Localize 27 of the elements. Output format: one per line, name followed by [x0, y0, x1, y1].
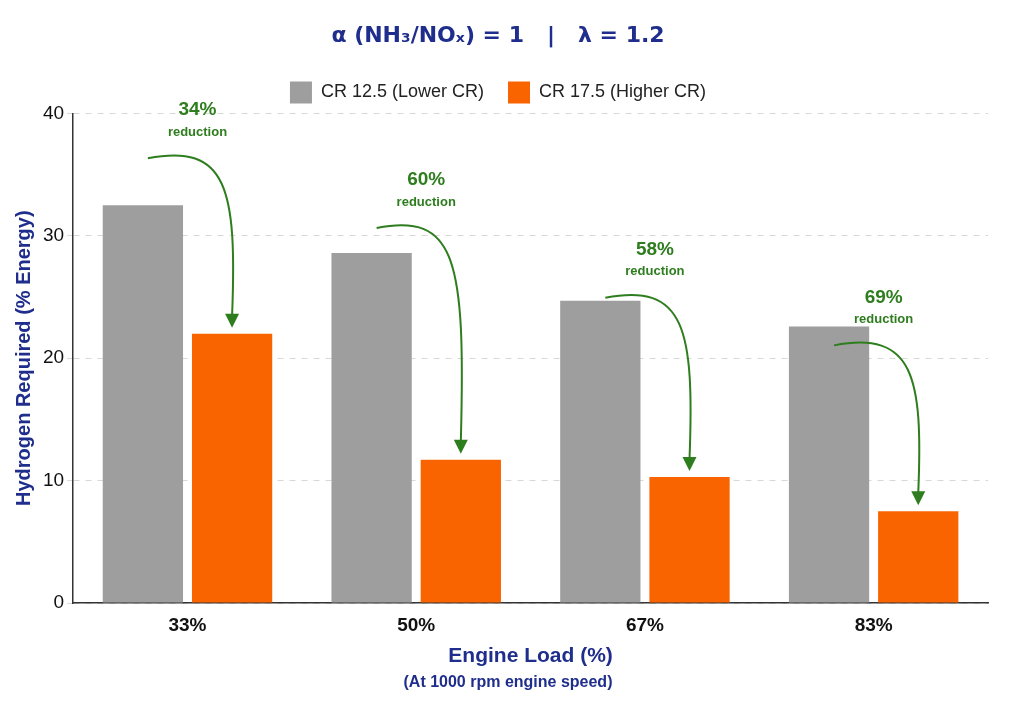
y-tick-label: 0 — [53, 591, 65, 613]
y-tick-label: 10 — [42, 468, 65, 490]
x-tick-label: 50% — [397, 613, 436, 635]
y-tick-label: 40 — [42, 101, 65, 123]
legend-label: CR 12.5 (Lower CR) — [320, 81, 484, 102]
annotation: 60% reduction — [396, 168, 456, 209]
bar — [191, 333, 273, 603]
legend-label: CR 17.5 (Higher CR) — [539, 81, 707, 102]
bar — [560, 300, 641, 603]
bar — [420, 459, 501, 603]
annotation: 69% reduction — [854, 285, 914, 326]
bar — [788, 326, 870, 603]
x-tick-label: 83% — [854, 613, 893, 635]
y-tick-label: 30 — [42, 224, 65, 246]
text: (At 1000 rpm engine speed) — [402, 673, 614, 691]
annotation: 34% reduction — [167, 98, 228, 139]
x-tick-label: 33% — [168, 613, 207, 635]
y-tick-label: 20 — [42, 346, 65, 368]
bar — [331, 252, 412, 603]
x-tick-label: 67% — [625, 613, 665, 635]
x-axis-title: Engine Load (%) — [448, 643, 613, 667]
y-axis-title: Hydrogen Required (% Energy) — [11, 210, 34, 506]
annotation: 58% reduction — [625, 237, 685, 279]
bar — [878, 511, 959, 603]
chart-title: α (NH₃/NOₓ) = 1 | λ = 1.2 — [331, 21, 665, 48]
bar — [649, 476, 730, 603]
bar — [102, 205, 184, 603]
